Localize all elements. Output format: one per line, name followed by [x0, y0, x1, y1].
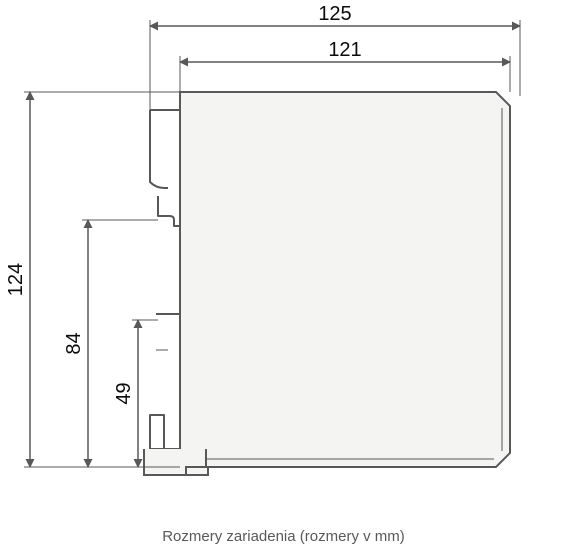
caption: Rozmery zariadenia (rozmery v mm) — [0, 528, 567, 545]
dim-width-121-label: 121 — [328, 39, 361, 61]
diagram-container: 125 121 124 84 49 Rozmery zariadenia (rozmer… — [0, 0, 567, 559]
dim-height-49-label: 49 — [113, 382, 135, 404]
dim-width-125-label: 125 — [318, 3, 351, 25]
dim-height-84-label: 84 — [63, 332, 85, 354]
dimension-drawing: 125 121 124 84 49 — [0, 0, 567, 520]
dim-height-124-label: 124 — [5, 263, 27, 296]
